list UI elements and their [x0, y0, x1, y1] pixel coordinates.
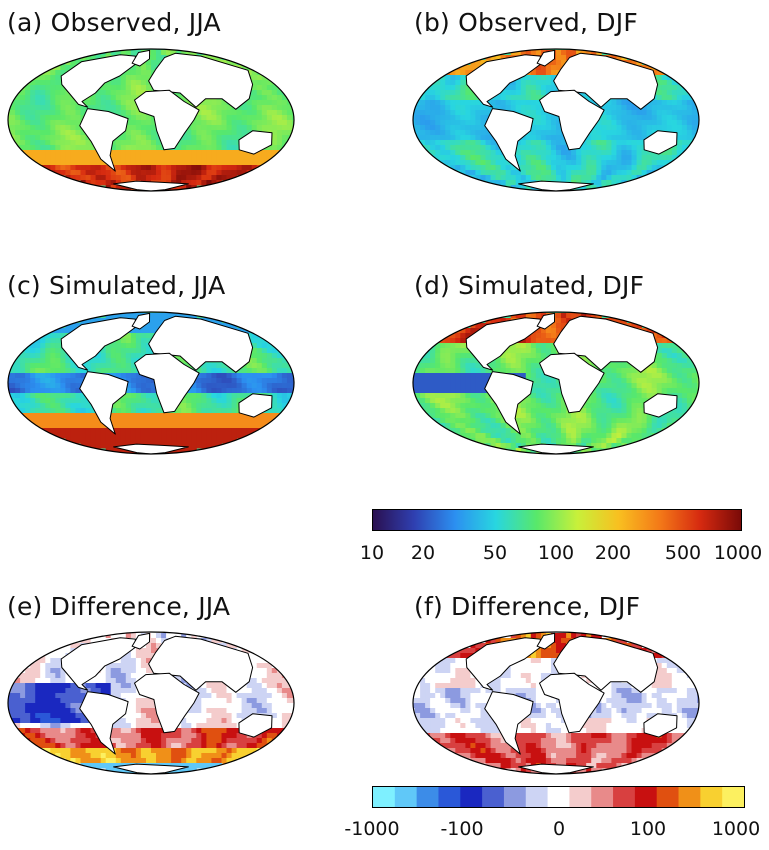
colorbar-difference-swatch: [460, 787, 483, 807]
map-observed-djf: [412, 48, 700, 192]
colorbar-values-tick: 50: [482, 542, 508, 564]
landmass-australia: [238, 713, 273, 738]
landmass-greenland: [131, 312, 151, 330]
colorbar-difference-swatch: [569, 787, 592, 807]
landmass-eurasia: [553, 635, 659, 693]
colorbar-difference-swatch: [591, 787, 614, 807]
colorbar-difference-frame: [372, 786, 745, 808]
landmass-south-america: [79, 108, 129, 172]
colorbar-difference-swatch: [525, 787, 549, 807]
colorbar-values-tick: 100: [537, 542, 575, 564]
landmass-australia: [643, 713, 678, 738]
landmass-africa: [539, 672, 605, 734]
landmass-greenland: [131, 632, 151, 650]
landmass-greenland: [536, 632, 556, 650]
map-simulated-djf: [412, 311, 700, 455]
colorbar-difference-tick: -100: [440, 818, 484, 840]
map-outline: [412, 311, 700, 455]
ocean-field: [8, 312, 294, 454]
colorbar-difference-swatch: [547, 787, 571, 807]
panel-a-title: (a) Observed, JJA: [7, 8, 221, 37]
landmass-africa: [539, 352, 605, 414]
landmass-eurasia: [553, 315, 659, 373]
map-simulated-jja: [7, 311, 295, 455]
landmass-south-america: [79, 691, 129, 755]
landmass-south-america: [484, 108, 534, 172]
colorbar-difference-swatch: [722, 787, 745, 807]
ocean-field: [8, 49, 294, 191]
landmass-eurasia: [148, 52, 254, 110]
map-outline: [7, 631, 295, 775]
colorbar-difference-tick: 1000: [711, 818, 761, 840]
colorbar-difference-swatch: [634, 787, 658, 807]
map-outline: [412, 631, 700, 775]
colorbar-values-tick: 500: [664, 542, 702, 564]
colorbar-values-tick: 200: [594, 542, 632, 564]
landmass-australia: [238, 393, 273, 418]
landmass-australia: [643, 393, 678, 418]
landmass-antarctica: [113, 763, 189, 774]
landmass-australia: [643, 130, 678, 155]
panel-f-title: (f) Difference, DJF: [414, 592, 641, 621]
landmass-africa: [134, 89, 200, 151]
colorbar-difference: [372, 786, 745, 808]
panel-e-title: (e) Difference, JJA: [7, 592, 231, 621]
landmass-africa: [134, 352, 200, 414]
landmass-greenland: [536, 312, 556, 330]
colorbar-difference-swatch: [373, 787, 396, 807]
colorbar-difference-tick: -1000: [344, 818, 400, 840]
colorbar-difference-swatch: [678, 787, 701, 807]
landmass-eurasia: [148, 315, 254, 373]
ocean-field: [8, 632, 294, 774]
colorbar-values-tick: 20: [410, 542, 436, 564]
panel-d-title: (d) Simulated, DJF: [414, 271, 645, 300]
colorbar-values-gradient: [373, 510, 741, 530]
map-outline: [7, 48, 295, 192]
ocean-field: [413, 49, 699, 191]
colorbar-values-frame: [372, 509, 742, 531]
map-outline: [7, 311, 295, 455]
landmass-antarctica: [518, 443, 594, 454]
landmass-south-america: [79, 371, 129, 435]
landmass-antarctica: [518, 180, 594, 191]
colorbar-difference-tick: 100: [629, 818, 667, 840]
colorbar-difference-swatch: [503, 787, 527, 807]
landmass-australia: [238, 130, 273, 155]
colorbar-values: [372, 509, 742, 531]
colorbar-difference-swatch: [482, 787, 505, 807]
ocean-field: [413, 632, 699, 774]
landmass-antarctica: [518, 763, 594, 774]
colorbar-difference-swatch: [700, 787, 723, 807]
map-difference-djf: [412, 631, 700, 775]
landmass-antarctica: [113, 180, 189, 191]
landmass-south-america: [484, 371, 534, 435]
colorbar-difference-swatch: [394, 787, 418, 807]
landmass-africa: [134, 672, 200, 734]
landmass-south-america: [484, 691, 534, 755]
landmass-antarctica: [113, 443, 189, 454]
colorbar-difference-tick: 0: [552, 818, 566, 840]
panel-c-title: (c) Simulated, JJA: [7, 271, 226, 300]
landmass-africa: [539, 89, 605, 151]
panel-b-title: (b) Observed, DJF: [414, 8, 638, 37]
map-difference-jja: [7, 631, 295, 775]
colorbar-difference-swatch: [656, 787, 680, 807]
colorbar-difference-swatch: [438, 787, 461, 807]
landmass-greenland: [131, 49, 151, 67]
ocean-field: [413, 312, 699, 454]
landmass-greenland: [536, 49, 556, 67]
colorbar-values-tick: 10: [359, 542, 385, 564]
map-outline: [412, 48, 700, 192]
colorbar-difference-swatch: [613, 787, 636, 807]
landmass-eurasia: [553, 52, 659, 110]
colorbar-values-tick: 1000: [713, 542, 763, 564]
landmass-eurasia: [148, 635, 254, 693]
colorbar-difference-swatch: [416, 787, 440, 807]
map-observed-jja: [7, 48, 295, 192]
